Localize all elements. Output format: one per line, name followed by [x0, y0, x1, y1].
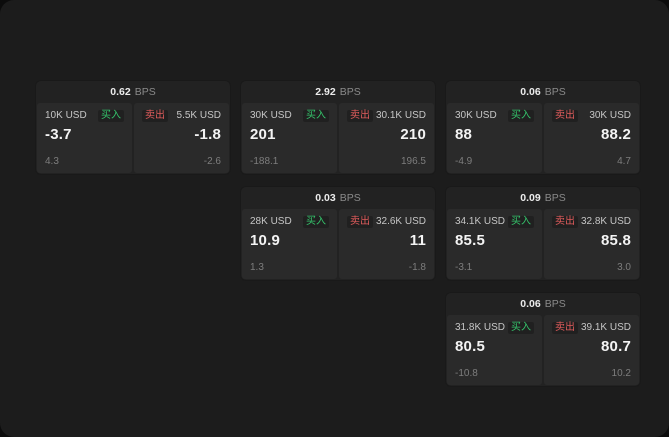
spread-value: 0.06 [520, 297, 541, 310]
spread-value: 0.03 [315, 191, 336, 204]
spread-value: 0.06 [520, 85, 541, 98]
buy-panel[interactable]: 30K USD 买入 201 -188.1 [242, 103, 337, 173]
bps-label: BPS [339, 85, 361, 98]
sell-panel[interactable]: 卖出 30.1K USD 210 196.5 [339, 103, 434, 173]
buy-price: -3.7 [45, 126, 72, 143]
buy-label: 买入 [303, 110, 329, 122]
bps-label: BPS [134, 85, 156, 98]
sell-panel[interactable]: 卖出 32.8K USD 85.8 3.0 [544, 209, 639, 279]
sell-amount: 30.1K USD [375, 110, 426, 121]
sell-price: -1.8 [194, 126, 221, 143]
sell-panel[interactable]: 卖出 30K USD 88.2 4.7 [544, 103, 639, 173]
sell-sub-value: 4.7 [617, 156, 631, 167]
sell-price: 80.7 [601, 338, 631, 355]
spread-value: 2.92 [315, 85, 336, 98]
buy-label: 买入 [98, 110, 124, 122]
sell-label: 卖出 [552, 110, 578, 122]
sell-label: 卖出 [552, 216, 578, 228]
quote-card: 0.62 BPS 10K USD 买入 -3.7 4.3 卖出 5.5K USD [35, 80, 231, 175]
quote-card: 2.92 BPS 30K USD 买入 201 -188.1 卖出 30.1K … [240, 80, 436, 175]
bps-label: BPS [544, 85, 566, 98]
spread-header: 0.09 BPS [445, 186, 641, 209]
spread-header: 0.06 BPS [445, 292, 641, 315]
quote-card: 0.03 BPS 28K USD 买入 10.9 1.3 卖出 32.6K US… [240, 186, 436, 281]
buy-amount: 34.1K USD [455, 216, 506, 227]
buy-amount: 28K USD [250, 216, 292, 227]
sell-amount: 39.1K USD [580, 322, 631, 333]
buy-sub-value: -10.8 [455, 368, 478, 379]
buy-panel[interactable]: 34.1K USD 买入 85.5 -3.1 [447, 209, 542, 279]
sell-price: 88.2 [601, 126, 631, 143]
sell-amount: 32.6K USD [375, 216, 426, 227]
spread-header: 2.92 BPS [240, 80, 436, 103]
buy-sub-value: -188.1 [250, 156, 279, 167]
spread-value: 0.09 [520, 191, 541, 204]
buy-panel[interactable]: 31.8K USD 买入 80.5 -10.8 [447, 315, 542, 385]
sell-amount: 5.5K USD [176, 110, 221, 121]
sell-sub-value: -2.6 [203, 156, 221, 167]
buy-sub-value: 4.3 [45, 156, 59, 167]
sell-panel[interactable]: 卖出 39.1K USD 80.7 10.2 [544, 315, 639, 385]
buy-label: 买入 [508, 110, 534, 122]
buy-price: 88 [455, 126, 473, 143]
quote-grid: 0.62 BPS 10K USD 买入 -3.7 4.3 卖出 5.5K USD [35, 80, 669, 387]
sell-panel[interactable]: 卖出 32.6K USD 11 -1.8 [339, 209, 434, 279]
spread-header: 0.06 BPS [445, 80, 641, 103]
sell-amount: 32.8K USD [580, 216, 631, 227]
buy-panel[interactable]: 28K USD 买入 10.9 1.3 [242, 209, 337, 279]
sell-label: 卖出 [552, 322, 578, 334]
buy-amount: 10K USD [45, 110, 87, 121]
sell-label: 卖出 [347, 110, 373, 122]
spread-header: 0.03 BPS [240, 186, 436, 209]
bps-label: BPS [544, 297, 566, 310]
buy-sub-value: -4.9 [455, 156, 473, 167]
buy-label: 买入 [508, 216, 534, 228]
sell-price: 210 [400, 126, 426, 143]
sell-price: 11 [409, 232, 426, 249]
buy-sub-value: -3.1 [455, 262, 473, 273]
buy-amount: 30K USD [455, 110, 497, 121]
sell-sub-value: -1.8 [408, 262, 426, 273]
buy-price: 85.5 [455, 232, 485, 249]
spread-value: 0.62 [110, 85, 131, 98]
sell-price: 85.8 [601, 232, 631, 249]
buy-panel[interactable]: 30K USD 买入 88 -4.9 [447, 103, 542, 173]
sell-label: 卖出 [142, 110, 168, 122]
buy-price: 80.5 [455, 338, 485, 355]
sell-sub-value: 10.2 [611, 368, 631, 379]
sell-amount: 30K USD [589, 110, 631, 121]
buy-label: 买入 [508, 322, 534, 334]
bps-label: BPS [339, 191, 361, 204]
buy-panel[interactable]: 10K USD 买入 -3.7 4.3 [37, 103, 132, 173]
quote-card: 0.06 BPS 30K USD 买入 88 -4.9 卖出 30K USD [445, 80, 641, 175]
buy-price: 201 [250, 126, 276, 143]
buy-sub-value: 1.3 [250, 262, 264, 273]
sell-label: 卖出 [347, 216, 373, 228]
buy-price: 10.9 [250, 232, 280, 249]
sell-sub-value: 3.0 [617, 262, 631, 273]
quote-card: 0.06 BPS 31.8K USD 买入 80.5 -10.8 卖出 39.1… [445, 292, 641, 387]
sell-sub-value: 196.5 [400, 156, 426, 167]
buy-amount: 31.8K USD [455, 322, 506, 333]
bps-label: BPS [544, 191, 566, 204]
sell-panel[interactable]: 卖出 5.5K USD -1.8 -2.6 [134, 103, 229, 173]
quote-card: 0.09 BPS 34.1K USD 买入 85.5 -3.1 卖出 32.8K… [445, 186, 641, 281]
buy-label: 买入 [303, 216, 329, 228]
buy-amount: 30K USD [250, 110, 292, 121]
spread-header: 0.62 BPS [35, 80, 231, 103]
